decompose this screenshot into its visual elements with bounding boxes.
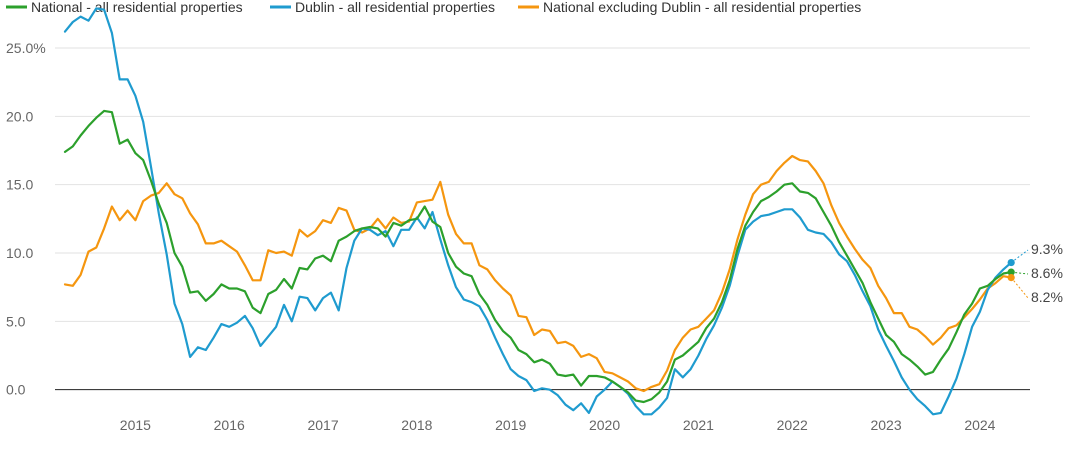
y-tick-label: 10.0 <box>6 245 33 261</box>
x-axis-tick-labels: 2015 2016 2017 2018 2019 2020 2021 2022 2023 2024 <box>120 417 996 433</box>
end-labels: 8.6% 9.3% 8.2% <box>1010 241 1063 305</box>
y-tick-label: 5.0 <box>6 313 26 329</box>
end-leader-dublin <box>1010 249 1029 263</box>
x-tick-label: 2024 <box>964 417 995 433</box>
legend-label-national-ex-dublin: National excluding Dublin - all resident… <box>543 0 861 15</box>
end-leader-national-ex-dublin <box>1010 277 1029 299</box>
x-tick-label: 2020 <box>589 417 620 433</box>
gridlines <box>55 47 1030 322</box>
end-label-dublin: 9.3% <box>1031 241 1063 257</box>
series-lines <box>63 7 1013 416</box>
x-tick-label: 2015 <box>120 417 151 433</box>
x-tick-label: 2018 <box>401 417 432 433</box>
legend-label-dublin: Dublin - all residential properties <box>295 0 495 15</box>
x-tick-label: 2022 <box>777 417 808 433</box>
x-tick-label: 2023 <box>870 417 901 433</box>
x-tick-label: 2016 <box>214 417 245 433</box>
y-tick-label: 25.0% <box>6 40 46 56</box>
x-tick-label: 2019 <box>495 417 526 433</box>
x-tick-label: 2017 <box>307 417 338 433</box>
y-tick-label: 0.0 <box>6 382 26 398</box>
legend-item-national[interactable]: National - all residential properties <box>6 0 243 15</box>
series-line-national-ex-dublin <box>63 154 1013 393</box>
y-tick-label: 20.0 <box>6 108 33 124</box>
series-line-national <box>63 109 1013 404</box>
end-label-national-ex-dublin: 8.2% <box>1031 289 1063 305</box>
x-tick-label: 2021 <box>683 417 714 433</box>
series-line-dublin <box>63 7 1013 416</box>
legend-label-national: National - all residential properties <box>31 0 243 15</box>
end-label-national: 8.6% <box>1031 265 1063 281</box>
y-tick-label: 15.0 <box>6 177 33 193</box>
legend: National - all residential properties Du… <box>6 0 861 15</box>
y-axis-tick-labels: 25.0% 20.0 15.0 10.0 5.0 0.0 <box>6 40 46 398</box>
legend-item-national-ex-dublin[interactable]: National excluding Dublin - all resident… <box>518 0 861 15</box>
end-leader-national <box>1011 271 1029 275</box>
legend-item-dublin[interactable]: Dublin - all residential properties <box>270 0 495 15</box>
